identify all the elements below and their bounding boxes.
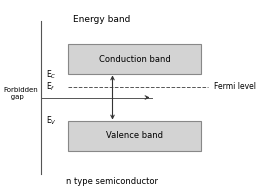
Text: Fermi level: Fermi level bbox=[214, 82, 256, 91]
Text: E$_V$: E$_V$ bbox=[46, 114, 57, 127]
FancyBboxPatch shape bbox=[68, 44, 201, 74]
Text: Valence band: Valence band bbox=[106, 131, 163, 140]
Text: Energy band: Energy band bbox=[73, 15, 130, 24]
Text: n type semiconductor: n type semiconductor bbox=[67, 177, 158, 186]
Text: E$_C$: E$_C$ bbox=[46, 68, 57, 81]
Text: Conduction band: Conduction band bbox=[99, 55, 171, 64]
FancyBboxPatch shape bbox=[68, 121, 201, 151]
Text: Forbidden
   gap: Forbidden gap bbox=[4, 87, 38, 100]
Text: E$_f$: E$_f$ bbox=[46, 81, 55, 93]
